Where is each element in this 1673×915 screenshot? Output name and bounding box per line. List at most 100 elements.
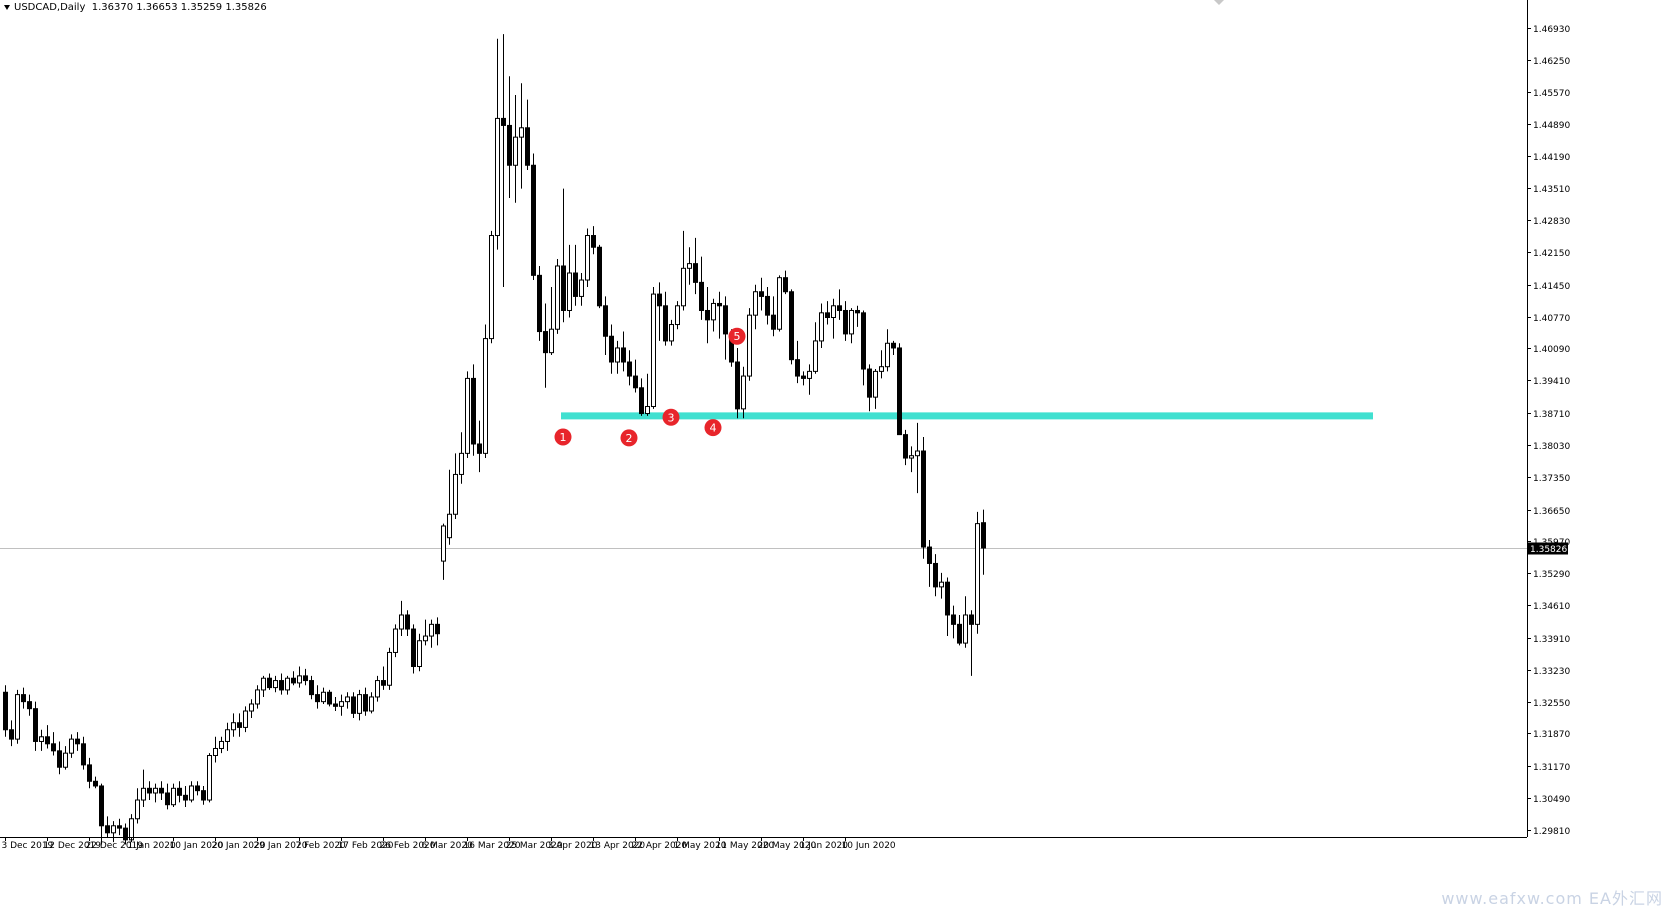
- candle-86[interactable]: [519, 83, 524, 189]
- candle-79[interactable]: [477, 420, 482, 473]
- candle-14[interactable]: [87, 757, 92, 789]
- candle-33[interactable]: [201, 785, 206, 805]
- candle-66[interactable]: [399, 600, 404, 637]
- candle-71[interactable]: [429, 619, 434, 648]
- candle-45[interactable]: [273, 675, 278, 693]
- candle-95[interactable]: [573, 244, 578, 306]
- candle-3[interactable]: [21, 687, 26, 709]
- candle-85[interactable]: [513, 94, 518, 203]
- candle-152[interactable]: [915, 422, 920, 494]
- candle-82[interactable]: [495, 38, 500, 250]
- candle-90[interactable]: [543, 303, 548, 388]
- candle-5[interactable]: [33, 701, 38, 751]
- candle-43[interactable]: [261, 675, 266, 697]
- candle-81[interactable]: [489, 230, 494, 344]
- candle-46[interactable]: [279, 673, 284, 695]
- candle-16[interactable]: [99, 783, 104, 845]
- candle-49[interactable]: [297, 666, 302, 688]
- candle-52[interactable]: [315, 685, 320, 709]
- candle-142[interactable]: [855, 305, 860, 327]
- candle-93[interactable]: [561, 188, 566, 323]
- candle-122[interactable]: [735, 347, 740, 419]
- candle-112[interactable]: [675, 301, 680, 330]
- candle-7[interactable]: [45, 725, 50, 749]
- candle-76[interactable]: [459, 432, 464, 484]
- candle-132[interactable]: [795, 340, 800, 384]
- candle-119[interactable]: [717, 291, 722, 339]
- candle-97[interactable]: [585, 228, 590, 288]
- candle-101[interactable]: [609, 324, 614, 374]
- candle-26[interactable]: [159, 781, 164, 801]
- candle-13[interactable]: [81, 736, 86, 770]
- candle-32[interactable]: [195, 781, 200, 796]
- candle-74[interactable]: [447, 469, 452, 545]
- candle-53[interactable]: [321, 687, 326, 704]
- candle-160[interactable]: [963, 596, 968, 648]
- candle-104[interactable]: [627, 350, 632, 386]
- candle-55[interactable]: [333, 696, 338, 712]
- candle-106[interactable]: [639, 378, 644, 416]
- candle-94[interactable]: [567, 244, 572, 318]
- candle-131[interactable]: [789, 289, 794, 365]
- candle-134[interactable]: [807, 364, 812, 395]
- candle-111[interactable]: [669, 319, 674, 346]
- candle-80[interactable]: [483, 324, 488, 459]
- candle-139[interactable]: [837, 289, 842, 320]
- candle-163[interactable]: [981, 509, 986, 575]
- candle-56[interactable]: [339, 694, 344, 716]
- candle-109[interactable]: [657, 282, 662, 341]
- candle-151[interactable]: [909, 446, 914, 473]
- candle-36[interactable]: [219, 736, 224, 754]
- candle-8[interactable]: [51, 732, 56, 756]
- chart-shift-indicator-icon[interactable]: [1214, 0, 1224, 5]
- candle-127[interactable]: [765, 287, 770, 325]
- candle-25[interactable]: [153, 783, 158, 803]
- candle-162[interactable]: [975, 511, 980, 634]
- candle-10[interactable]: [63, 746, 68, 770]
- candle-11[interactable]: [69, 734, 74, 758]
- candle-30[interactable]: [183, 785, 188, 808]
- candle-126[interactable]: [759, 277, 764, 311]
- candle-124[interactable]: [747, 308, 752, 381]
- candle-68[interactable]: [411, 624, 416, 674]
- candle-84[interactable]: [507, 76, 512, 199]
- candle-149[interactable]: [897, 343, 902, 436]
- candle-159[interactable]: [957, 614, 962, 646]
- candle-146[interactable]: [879, 350, 884, 379]
- candle-78[interactable]: [471, 364, 476, 456]
- candle-48[interactable]: [291, 671, 296, 686]
- candle-140[interactable]: [843, 301, 848, 341]
- candle-138[interactable]: [831, 298, 836, 339]
- candle-153[interactable]: [921, 436, 926, 559]
- candle-99[interactable]: [597, 244, 602, 309]
- candle-0[interactable]: [3, 685, 8, 737]
- candle-51[interactable]: [309, 675, 314, 700]
- candle-107[interactable]: [645, 373, 650, 416]
- candle-77[interactable]: [465, 371, 470, 459]
- candle-144[interactable]: [867, 364, 872, 412]
- candle-23[interactable]: [141, 769, 146, 808]
- candle-20[interactable]: [123, 823, 128, 845]
- candle-100[interactable]: [603, 296, 608, 355]
- candle-113[interactable]: [681, 230, 686, 311]
- candle-28[interactable]: [171, 783, 176, 808]
- candle-35[interactable]: [213, 736, 218, 763]
- candle-154[interactable]: [927, 540, 932, 587]
- candle-117[interactable]: [705, 287, 710, 344]
- candle-157[interactable]: [945, 577, 950, 637]
- candle-133[interactable]: [801, 371, 806, 386]
- candle-120[interactable]: [723, 296, 728, 360]
- candle-17[interactable]: [105, 816, 110, 838]
- candle-102[interactable]: [615, 340, 620, 374]
- candle-69[interactable]: [417, 633, 422, 672]
- candle-9[interactable]: [57, 741, 62, 775]
- candle-41[interactable]: [249, 699, 254, 719]
- candle-57[interactable]: [345, 692, 350, 709]
- candle-24[interactable]: [147, 781, 152, 801]
- candle-64[interactable]: [387, 647, 392, 690]
- candle-59[interactable]: [357, 689, 362, 721]
- candle-39[interactable]: [237, 713, 242, 737]
- candle-4[interactable]: [27, 694, 32, 716]
- candle-115[interactable]: [693, 237, 698, 295]
